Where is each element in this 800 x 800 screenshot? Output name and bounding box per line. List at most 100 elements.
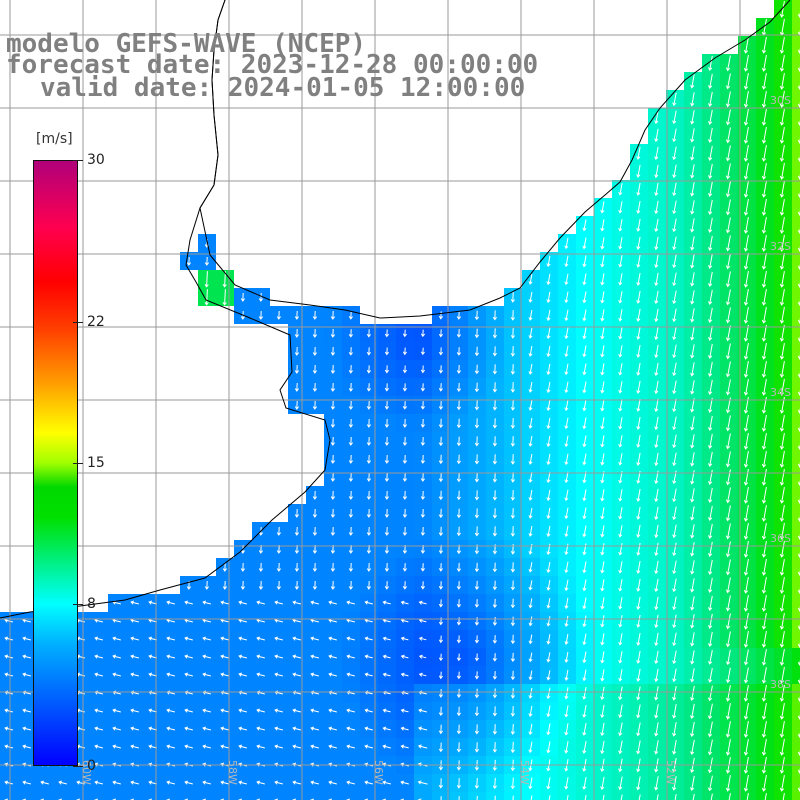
wind-arrow (601, 633, 605, 645)
wind-arrowhead (690, 228, 695, 233)
wind-arrow (238, 781, 248, 785)
wind-arrow (601, 686, 605, 700)
wind-arrowhead (708, 517, 713, 521)
wind-arrowhead (672, 786, 677, 791)
wind-arrowhead (546, 713, 551, 718)
wind-arrow (220, 637, 230, 641)
wind-arrowhead (292, 600, 297, 605)
wind-arrowhead (708, 67, 713, 71)
wind-arrowhead (600, 768, 605, 773)
wind-arrowhead (725, 553, 731, 558)
wind-arrow (547, 489, 551, 501)
wind-arrowhead (348, 532, 353, 536)
wind-arrowhead (492, 316, 497, 321)
wind-arrow (292, 727, 302, 731)
wind-arrow (601, 543, 605, 555)
wind-arrow (202, 781, 212, 785)
wind-arrowhead (130, 744, 135, 749)
wind-arrowhead (725, 337, 731, 342)
wind-arrowhead (274, 672, 279, 677)
wind-arrowhead (564, 479, 569, 484)
wind-arrow (709, 469, 713, 485)
wind-arrowhead (654, 282, 659, 287)
wind-arrowhead (654, 732, 659, 737)
title-valid-date: valid date: 2024-01-05 12:00:00 (40, 73, 526, 103)
wind-arrow (382, 781, 392, 785)
wind-arrowhead (725, 697, 731, 702)
wind-cell (0, 792, 18, 800)
wind-arrow (781, 217, 785, 233)
wind-arrowhead (22, 654, 27, 659)
wind-arrow (691, 488, 695, 502)
wind-arrowhead (743, 499, 749, 504)
wind-arrow (401, 637, 409, 641)
wind-arrowhead (366, 514, 371, 518)
wind-arrowhead (310, 762, 315, 767)
wind-cell (792, 144, 800, 162)
wind-arrow (365, 709, 373, 713)
wind-arrowhead (384, 478, 389, 482)
wind-arrowhead (276, 316, 281, 320)
wind-arrowhead (618, 425, 623, 430)
wind-arrowhead (22, 672, 27, 677)
wind-arrowhead (546, 676, 551, 681)
wind-arrowhead (238, 780, 243, 785)
wind-arrowhead (636, 462, 641, 466)
wind-arrow (709, 721, 713, 737)
wind-arrowhead (22, 762, 27, 767)
wind-arrow (401, 655, 409, 659)
wind-arrowhead (761, 463, 767, 468)
wind-arrowhead (761, 571, 767, 576)
wind-arrow (619, 489, 623, 501)
wind-cell (324, 792, 342, 800)
wind-arrowhead (654, 534, 659, 539)
wind-arrow (583, 453, 587, 465)
wind-arrow (637, 398, 641, 412)
wind-arrowhead (600, 443, 605, 448)
wind-arrow (637, 380, 641, 394)
wind-arrow (763, 19, 767, 35)
wind-arrow (619, 219, 623, 231)
wind-arrowhead (148, 762, 153, 767)
wind-arrowhead (672, 516, 677, 521)
wind-arrowhead (384, 514, 389, 518)
wind-arrowhead (690, 354, 695, 359)
wind-arrowhead (130, 780, 135, 785)
wind-arrowhead (618, 461, 623, 466)
wind-arrow (130, 727, 140, 731)
wind-arrowhead (328, 636, 333, 641)
wind-arrowhead (528, 461, 533, 465)
wind-arrow (365, 673, 373, 677)
wind-arrowhead (456, 748, 461, 753)
wind-arrow (781, 631, 785, 647)
wind-arrowhead (528, 515, 533, 519)
wind-arrowhead (546, 389, 551, 394)
wind-arrowhead (636, 174, 641, 178)
wind-arrowhead (672, 678, 677, 683)
wind-cell (234, 792, 252, 800)
wind-arrowhead (348, 478, 353, 482)
wind-arrowhead (417, 744, 422, 749)
wind-arrowhead (166, 762, 171, 767)
wind-arrowhead (382, 600, 387, 605)
wind-arrowhead (384, 387, 389, 392)
wind-arrow (565, 273, 569, 285)
wind-arrowhead (708, 355, 713, 359)
wind-arrowhead (438, 730, 443, 735)
wind-arrow (346, 619, 356, 623)
wind-arrowhead (456, 514, 461, 519)
wind-arrowhead (725, 139, 731, 144)
longitude-label: 58W (226, 760, 239, 785)
wind-arrowhead (438, 639, 443, 644)
wind-arrow (745, 631, 749, 647)
wind-arrow (691, 254, 695, 268)
wind-arrowhead (474, 621, 479, 626)
wind-arrowhead (330, 442, 335, 446)
wind-arrow (166, 745, 176, 749)
wind-arrow (745, 415, 749, 431)
wind-arrowhead (564, 695, 569, 700)
wind-arrow (727, 307, 731, 323)
wind-arrow (691, 218, 695, 232)
wind-arrow (4, 619, 14, 623)
wind-cell (54, 792, 72, 800)
